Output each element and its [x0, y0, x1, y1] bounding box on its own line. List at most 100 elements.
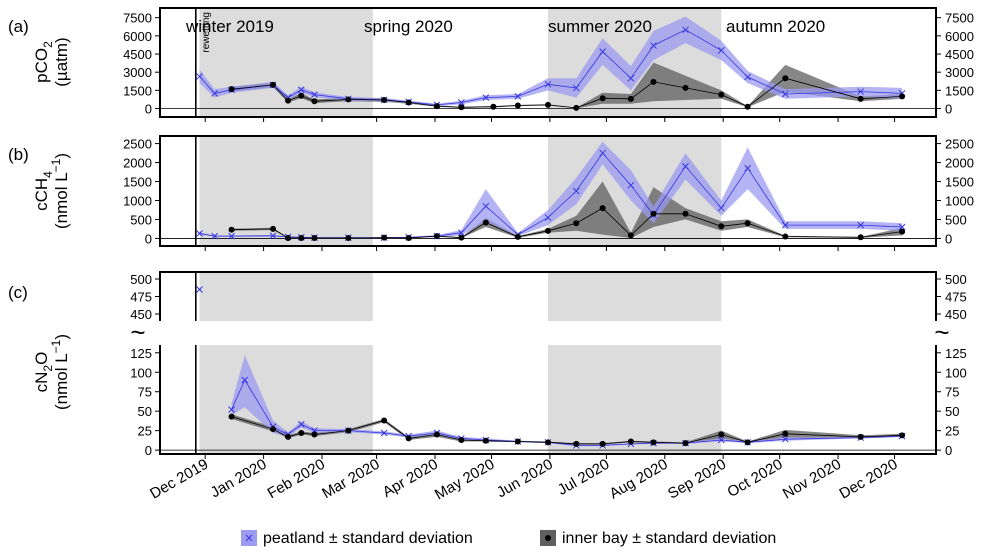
innerbay-point	[857, 433, 864, 440]
marker-stroke	[781, 221, 789, 229]
ytick-label-right: 50	[945, 404, 959, 419]
innerbay-point	[718, 431, 725, 438]
marker-stroke	[650, 42, 657, 49]
innerbay-point	[899, 93, 906, 100]
season-label: summer 2020	[548, 17, 652, 36]
innerbay-point	[899, 228, 906, 235]
peatland-point	[196, 73, 203, 80]
innerbay-point	[381, 234, 388, 241]
peatland-point	[211, 232, 218, 240]
peatland-point	[228, 406, 235, 413]
innerbay-point	[627, 232, 634, 239]
marker-stroke	[458, 229, 465, 237]
innerbay-point	[627, 95, 634, 102]
innerbay-point	[490, 103, 497, 110]
marker-stroke	[599, 149, 606, 157]
ytick-label-right: 450	[945, 307, 967, 322]
ylabel-unit-end: )	[52, 334, 71, 340]
panel-b: 0 0 500 500 1000 1000 1500 1500 2000 2000 2500 2500…	[8, 135, 974, 251]
y-axis-unit: (nmol L−1)	[49, 153, 71, 229]
marker-stroke	[717, 47, 725, 54]
innerbay-point	[311, 235, 318, 242]
ylabel-unit: (nmol L	[52, 353, 71, 410]
innerbay-point	[650, 210, 657, 217]
marker-stroke	[196, 286, 203, 293]
innerbay-point	[744, 439, 751, 446]
marker-stroke	[211, 90, 218, 97]
marker-stroke	[898, 223, 906, 231]
peatland-point	[857, 88, 865, 95]
peatland-point-upper	[196, 286, 203, 293]
innerbay-point	[545, 439, 551, 446]
marker-stroke	[544, 80, 552, 88]
marker-stroke	[228, 406, 235, 413]
innerbay-point	[298, 429, 305, 436]
ytick-label-left: 2000	[123, 156, 152, 171]
peatland-band	[199, 16, 903, 107]
y-axis-unit: (µatm)	[52, 37, 71, 86]
ytick-label-left: 100	[130, 365, 152, 380]
innerbay-point	[857, 95, 864, 102]
ylabel-main: pCO	[32, 48, 51, 83]
peatland-point	[682, 162, 689, 170]
plot-frame-lower	[159, 345, 937, 455]
legend-label-peatland: peatland ± standard deviation	[263, 530, 473, 547]
innerbay-point	[744, 103, 751, 110]
ytick-label-right: 75	[945, 385, 959, 400]
innerbay-point	[381, 417, 388, 424]
innerbay-point	[345, 96, 352, 103]
xtick-label: Jan 2020	[208, 456, 270, 502]
season-shade-lower-1	[548, 345, 722, 454]
marker-stroke	[627, 74, 635, 82]
ytick-label-right: 3000	[945, 65, 974, 80]
marker-stroke	[482, 202, 490, 210]
xtick-label: Apr 2020	[380, 456, 441, 501]
innerbay-point	[381, 97, 388, 104]
season-label: spring 2020	[364, 17, 453, 36]
innerbay-point	[405, 435, 412, 442]
ytick-label-left: 500	[130, 272, 152, 287]
peatland-point	[898, 223, 906, 231]
peatland-point	[228, 232, 235, 240]
peatland-point	[627, 181, 635, 189]
marker-stroke	[857, 221, 865, 229]
axis-break-right: ~	[934, 317, 949, 347]
innerbay-point	[458, 436, 465, 443]
innerbay-point	[270, 81, 277, 88]
marker-stroke	[717, 436, 725, 444]
ylabel-unit: (nmol L	[52, 172, 71, 229]
ytick-label-right: 500	[945, 272, 967, 287]
marker-stroke	[781, 90, 789, 98]
ytick-label-left: 0	[145, 443, 152, 458]
innerbay-point	[345, 235, 352, 242]
innerbay-point	[599, 440, 606, 447]
legend-marker-peatland	[245, 534, 253, 542]
season-label: autumn 2020	[726, 17, 825, 36]
ytick-label-right: 2500	[945, 137, 974, 152]
marker-stroke	[458, 99, 465, 106]
marker-stroke	[241, 376, 249, 384]
ytick-label-left: 1000	[123, 193, 152, 208]
innerbay-point	[433, 103, 440, 110]
marker-stroke	[196, 230, 203, 237]
innerbay-point	[285, 433, 292, 440]
ylabel-main: cN	[32, 372, 51, 393]
innerbay-point	[458, 104, 465, 111]
ytick-label-right: 7500	[945, 11, 974, 26]
peatland-point	[682, 26, 689, 34]
innerbay-point	[744, 220, 751, 227]
panel-label: (b)	[8, 145, 29, 164]
innerbay-point	[311, 431, 318, 438]
y-axis-label: cN2O	[32, 352, 55, 393]
innerbay-point	[514, 438, 521, 445]
innerbay-point	[298, 92, 305, 99]
ytick-label-left: 3000	[123, 65, 152, 80]
ytick-label-right: 1500	[945, 83, 974, 98]
marker-stroke	[744, 73, 752, 81]
innerbay-point	[285, 97, 292, 104]
innerbay-point	[545, 227, 551, 234]
ylabel-sub: 2	[41, 365, 55, 372]
xtick-label: Jun 2020	[494, 456, 556, 502]
innerbay-point	[228, 413, 235, 420]
ytick-label-right: 1000	[945, 193, 974, 208]
